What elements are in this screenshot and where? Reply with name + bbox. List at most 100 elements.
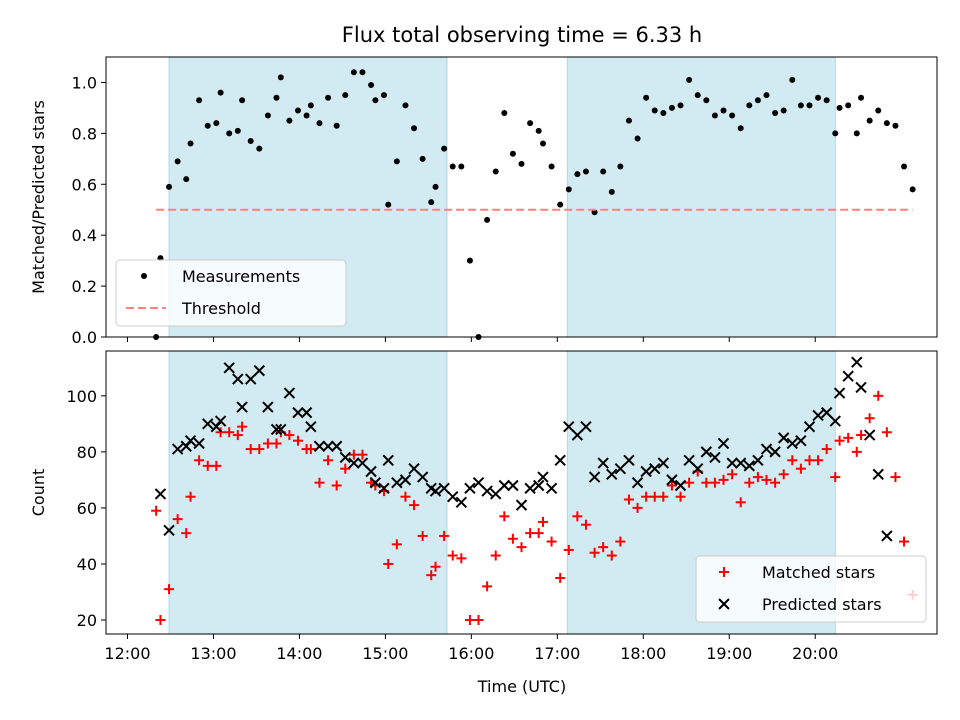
- predicted-star-point: [232, 373, 244, 385]
- predicted-star-point: [292, 406, 304, 419]
- matched-star-point: [499, 511, 510, 522]
- legend-label: Predicted stars: [762, 595, 882, 614]
- predicted-star-point: [339, 451, 351, 464]
- measurement-point: [484, 216, 491, 223]
- matched-star-point: [305, 444, 316, 455]
- y-axis-label: Count: [29, 469, 48, 517]
- predicted-star-point: [795, 434, 807, 447]
- predicted-star-point: [154, 488, 167, 500]
- predicted-star-point: [382, 454, 394, 466]
- matched-star-point: [439, 530, 450, 541]
- matched-star-point: [873, 390, 884, 401]
- legend-box: [695, 555, 927, 623]
- predicted-star-point: [554, 454, 566, 466]
- measurement-point: [342, 92, 349, 99]
- matched-star-point: [202, 460, 213, 471]
- predicted-star-point: [171, 443, 184, 455]
- predicted-star-point: [842, 370, 854, 382]
- predicted-star-point: [717, 437, 730, 450]
- measurement-point: [466, 257, 473, 264]
- predicted-star-point: [313, 440, 326, 452]
- predicted-star-point: [369, 476, 382, 489]
- matched-star-point: [606, 550, 617, 561]
- matched-star-point: [537, 516, 548, 527]
- matched-star-point: [194, 455, 205, 466]
- measurement-point: [694, 92, 701, 99]
- predicted-star-point: [855, 381, 867, 394]
- predicted-star-point: [743, 460, 756, 472]
- predicted-star-point: [614, 462, 627, 475]
- predicted-star-point: [692, 462, 704, 475]
- matched-star-point: [292, 435, 303, 446]
- x-tick-label: 19:00: [706, 644, 752, 663]
- axes-frame: [105, 350, 938, 635]
- measurement-point: [432, 183, 439, 190]
- measurement-point: [875, 107, 882, 114]
- x-tick-label: 20:00: [792, 644, 838, 663]
- measurement-point: [441, 145, 448, 152]
- measurement-point: [359, 69, 366, 76]
- measurement-point: [909, 186, 916, 193]
- measurement-point: [574, 171, 581, 178]
- predicted-star-point: [812, 409, 824, 422]
- measurement-point: [368, 82, 375, 88]
- predicted-star-point: [829, 415, 841, 427]
- measurement-point: [539, 140, 546, 147]
- measurement-point: [651, 107, 658, 114]
- predicted-star-point: [597, 457, 609, 469]
- y-axis-label: Matched/Predicted stars: [29, 100, 48, 294]
- matched-star-point: [881, 427, 892, 438]
- y-tick-label: 80: [77, 443, 97, 462]
- matched-star-point: [426, 570, 437, 581]
- measurement-point: [187, 140, 194, 147]
- chart-title: Flux total observing time = 6.33 h: [342, 23, 702, 47]
- predicted-star-point: [391, 476, 403, 489]
- predicted-star-point: [214, 415, 227, 427]
- measurement-point: [213, 120, 220, 127]
- matched-star-point: [641, 491, 652, 502]
- matched-star-point: [598, 542, 609, 553]
- measurement-point: [703, 97, 710, 104]
- matched-star-point: [409, 500, 420, 511]
- y-tick-label: 0.6: [72, 175, 97, 194]
- measurement-point: [527, 120, 534, 127]
- measurement-point: [892, 122, 899, 129]
- measurement-point: [565, 186, 572, 193]
- predicted-star-point: [348, 457, 360, 469]
- predicted-star-point: [851, 356, 863, 368]
- matched-star-point: [701, 477, 712, 488]
- matched-star-point: [580, 519, 591, 530]
- predicted-star-point: [498, 479, 511, 492]
- matched-star-point: [490, 550, 501, 561]
- measurement-point: [204, 122, 211, 129]
- measurement-point: [419, 155, 426, 162]
- y-tick-label: 0.8: [72, 124, 97, 143]
- legend-marker: [718, 598, 730, 610]
- matched-star-point: [237, 421, 248, 432]
- measurement-point: [866, 117, 873, 124]
- shaded-interval-2: [566, 56, 836, 338]
- matched-star-point: [232, 430, 243, 441]
- measurement-point: [325, 94, 332, 101]
- matched-star-point: [525, 528, 536, 539]
- matched-star-point: [348, 449, 359, 460]
- y-tick-label: 20: [77, 611, 97, 630]
- y-tick-label: 1.0: [72, 73, 97, 92]
- series-measurements: [153, 69, 916, 340]
- measurement-point: [600, 168, 607, 175]
- matched-star-point: [864, 413, 875, 424]
- matched-star-point: [851, 446, 862, 457]
- predicted-star-point: [193, 437, 205, 450]
- legend-label: Threshold: [181, 299, 261, 318]
- matched-star-point: [787, 455, 798, 466]
- measurement-point: [591, 209, 598, 216]
- predicted-star-point: [640, 465, 652, 478]
- matched-star-point: [555, 572, 566, 583]
- measurement-point: [832, 130, 839, 137]
- measurement-point: [789, 76, 796, 83]
- predicted-star-point: [490, 488, 502, 500]
- matched-star-point: [830, 472, 841, 483]
- predicted-star-point: [262, 401, 274, 413]
- y-tick-label: 40: [77, 555, 97, 574]
